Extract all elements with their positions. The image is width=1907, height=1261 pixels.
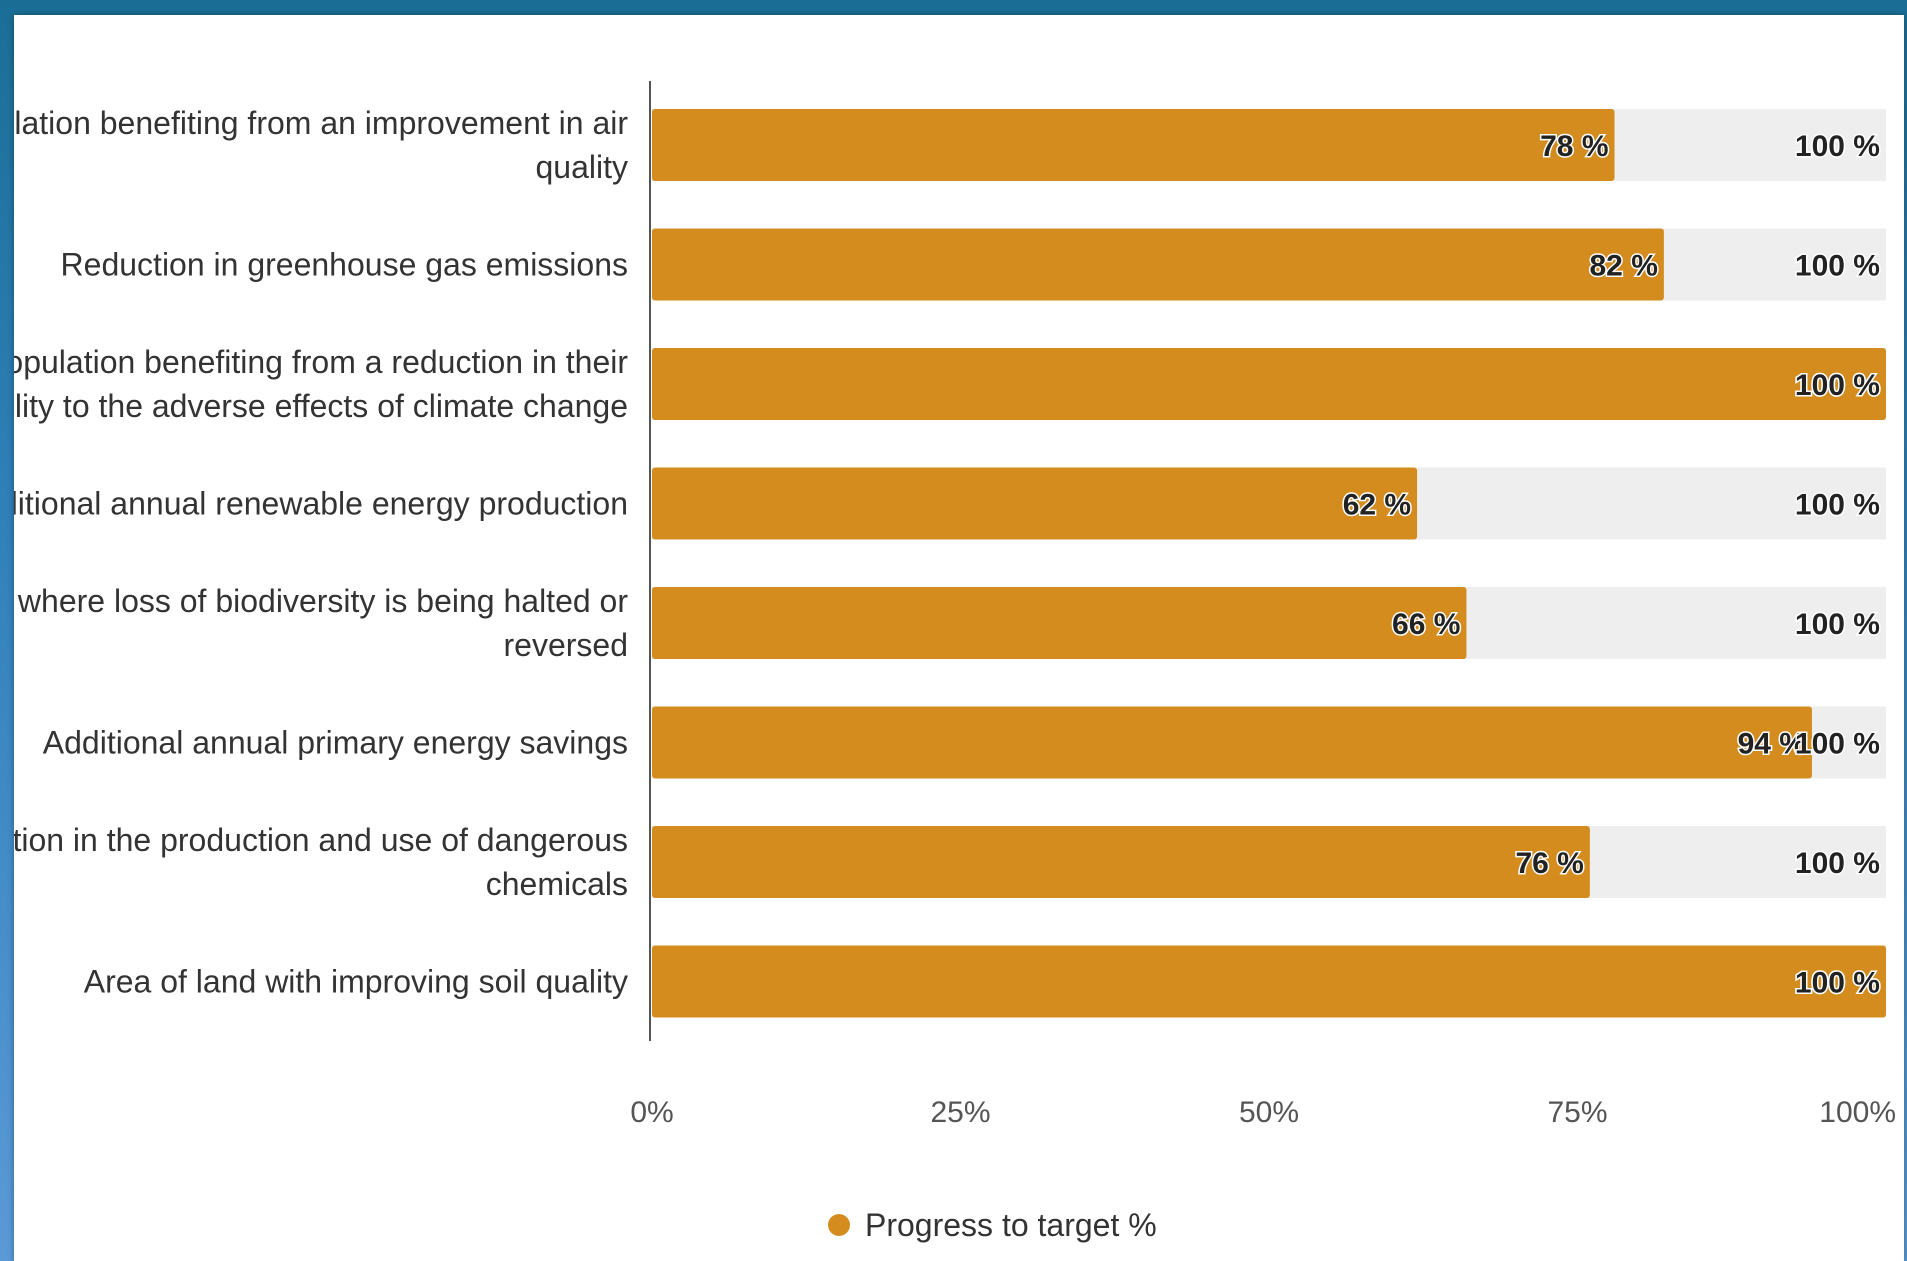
- category-label: Population benefiting from a reduction i…: [14, 344, 628, 380]
- x-tick-label: 100%: [1819, 1096, 1896, 1129]
- progress-bar: [652, 109, 1615, 181]
- bar-value-label: 100 %: [1795, 967, 1880, 1000]
- bar-value-label: 82 %: [1589, 250, 1657, 283]
- progress-bar: [652, 826, 1590, 898]
- target-value-label: 100 %: [1795, 847, 1880, 880]
- bar-value-label: 62 %: [1343, 489, 1411, 522]
- progress-bar: [652, 706, 1812, 779]
- chart-panel: 78 % 100 % Population benefiting from an i…: [14, 15, 1904, 1261]
- target-value-label: 100 %: [1795, 369, 1880, 402]
- progress-bar: [652, 228, 1664, 301]
- progress-bar: [652, 945, 1886, 1018]
- bar-value-label: 66 %: [1392, 608, 1460, 641]
- category-label: Area of land with improving soil quality: [84, 964, 628, 1000]
- target-value-label: 100 %: [1795, 967, 1880, 1000]
- category-label: quality: [536, 149, 629, 185]
- category-label: chemicals: [486, 866, 628, 902]
- category-label: reversed: [504, 627, 629, 663]
- category-label: Additional annual primary energy savings: [43, 725, 628, 761]
- progress-bar: [652, 587, 1467, 659]
- target-value-label: 100 %: [1795, 130, 1880, 163]
- target-value-label: 100 %: [1795, 489, 1880, 522]
- target-value-label: 100 %: [1795, 728, 1880, 761]
- target-value-label: 100 %: [1795, 250, 1880, 283]
- category-label: Additional annual renewable energy produ…: [14, 486, 628, 522]
- legend-label: Progress to target %: [865, 1207, 1157, 1243]
- legend-marker: [828, 1214, 850, 1236]
- x-tick-label: 0%: [630, 1096, 673, 1129]
- legend: Progress to target %: [828, 1207, 1157, 1243]
- progress-bar: [652, 467, 1418, 540]
- bar-value-label: 76 %: [1515, 847, 1583, 880]
- bar-value-label: 100 %: [1795, 369, 1880, 402]
- category-label: Population benefiting from an improvemen…: [14, 105, 628, 141]
- target-value-label: 100 %: [1795, 608, 1880, 641]
- progress-bar-chart: 78 % 100 % Population benefiting from an i…: [14, 81, 1896, 1243]
- category-label: vulnerability to the adverse effects of …: [14, 388, 628, 424]
- x-tick-label: 50%: [1239, 1096, 1299, 1129]
- progress-bar: [652, 348, 1886, 420]
- category-label: Reduction in greenhouse gas emissions: [61, 247, 628, 283]
- bar-value-label: 94 %: [1738, 728, 1806, 761]
- category-label: Reduction in the production and use of d…: [14, 822, 628, 858]
- category-label: Habitats where loss of biodiversity is b…: [14, 583, 628, 619]
- bar-value-label: 78 %: [1540, 130, 1608, 163]
- x-tick-label: 75%: [1547, 1096, 1607, 1129]
- x-tick-label: 25%: [930, 1096, 990, 1129]
